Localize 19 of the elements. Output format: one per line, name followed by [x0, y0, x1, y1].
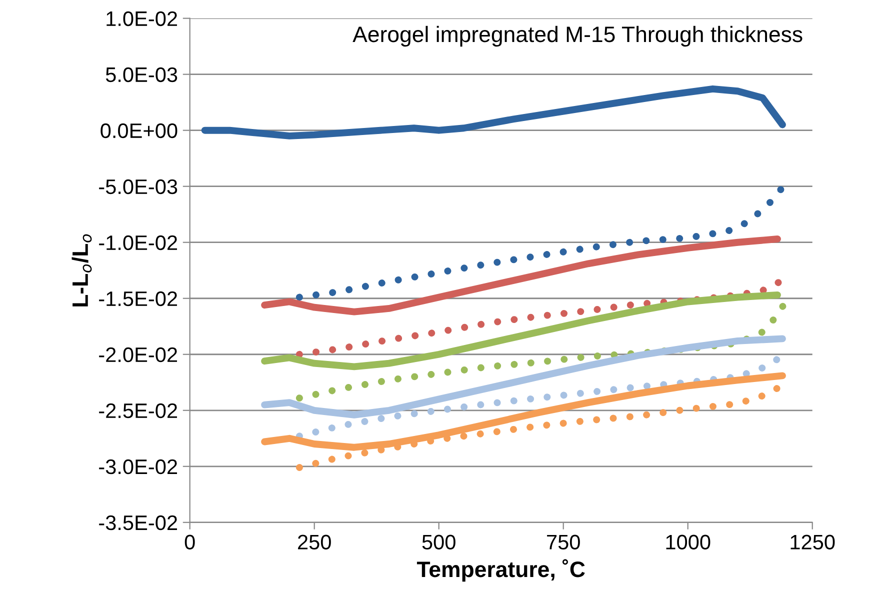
y-tick-label: 1.0E-02	[106, 11, 177, 26]
y-tick-label: -3.5E-02	[99, 515, 177, 530]
x-tick-label: 1000	[666, 534, 710, 550]
y-tick-label: -5.0E-03	[99, 179, 178, 194]
x-tick-label: 750	[547, 534, 580, 550]
y-tick-label: -1.5E-02	[99, 291, 177, 306]
annotation: Aerogel impregnated M-15 Through thickness	[352, 26, 802, 47]
y-tick-label: -2.0E-02	[99, 347, 177, 362]
y-tick-label: -2.5E-02	[99, 403, 177, 418]
x-axis-title: Temperature, ˚C	[416, 559, 585, 582]
y-tick-label: 0.0E+00	[100, 123, 178, 138]
y-tick-label: -1.0E-02	[99, 235, 177, 250]
y-tick-label: 5.0E-03	[106, 67, 178, 82]
x-tick-label: 500	[422, 534, 456, 550]
x-tick-label: 0	[184, 534, 195, 550]
x-tick-label: 250	[298, 534, 331, 550]
y-tick-label: -3.0E-02	[99, 459, 177, 474]
x-tick-label: 1250	[790, 534, 835, 550]
y-axis-title: L-L$_{o}$/L$_{o}$	[72, 234, 92, 306]
